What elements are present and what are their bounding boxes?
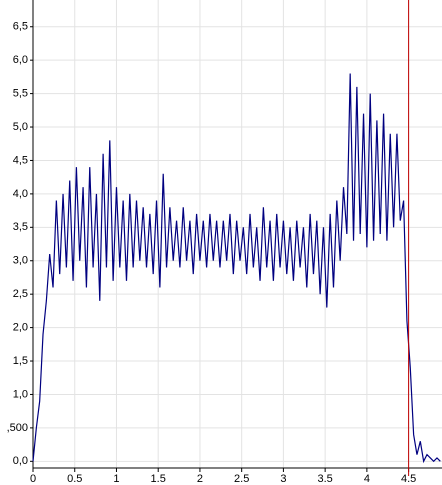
- y-tick-label: 2,0: [13, 322, 28, 334]
- x-tick-label: 2.5: [234, 473, 249, 485]
- y-tick-label: 2,5: [13, 288, 28, 300]
- y-tick-label: 6,0: [13, 54, 28, 66]
- y-tick-label: 6,5: [13, 21, 28, 33]
- x-tick-label: 3.5: [317, 473, 332, 485]
- x-tick-label: 0: [30, 473, 36, 485]
- y-tick-label: 3,5: [13, 221, 28, 233]
- y-tick-label: 3,0: [13, 255, 28, 267]
- series-line: [32, 73, 441, 464]
- x-tick-label: 4: [364, 473, 370, 485]
- x-tick-label: 1: [113, 473, 119, 485]
- x-tick-label: 1.5: [151, 473, 166, 485]
- y-tick-label: 5,0: [13, 121, 28, 133]
- x-tick-label: 4.5: [401, 473, 416, 485]
- y-tick-label: ,500: [7, 422, 28, 434]
- x-tick-label: 3: [280, 473, 286, 485]
- y-tick-label: 1,5: [13, 355, 28, 367]
- x-tick-label: 0.5: [67, 473, 82, 485]
- x-tick-label: 2: [197, 473, 203, 485]
- y-tick-label: 4,5: [13, 154, 28, 166]
- y-tick-label: 4,0: [13, 188, 28, 200]
- y-tick-label: 1,0: [13, 388, 28, 400]
- y-tick-label: 5,5: [13, 88, 28, 100]
- y-tick-label: 0,0: [13, 455, 28, 467]
